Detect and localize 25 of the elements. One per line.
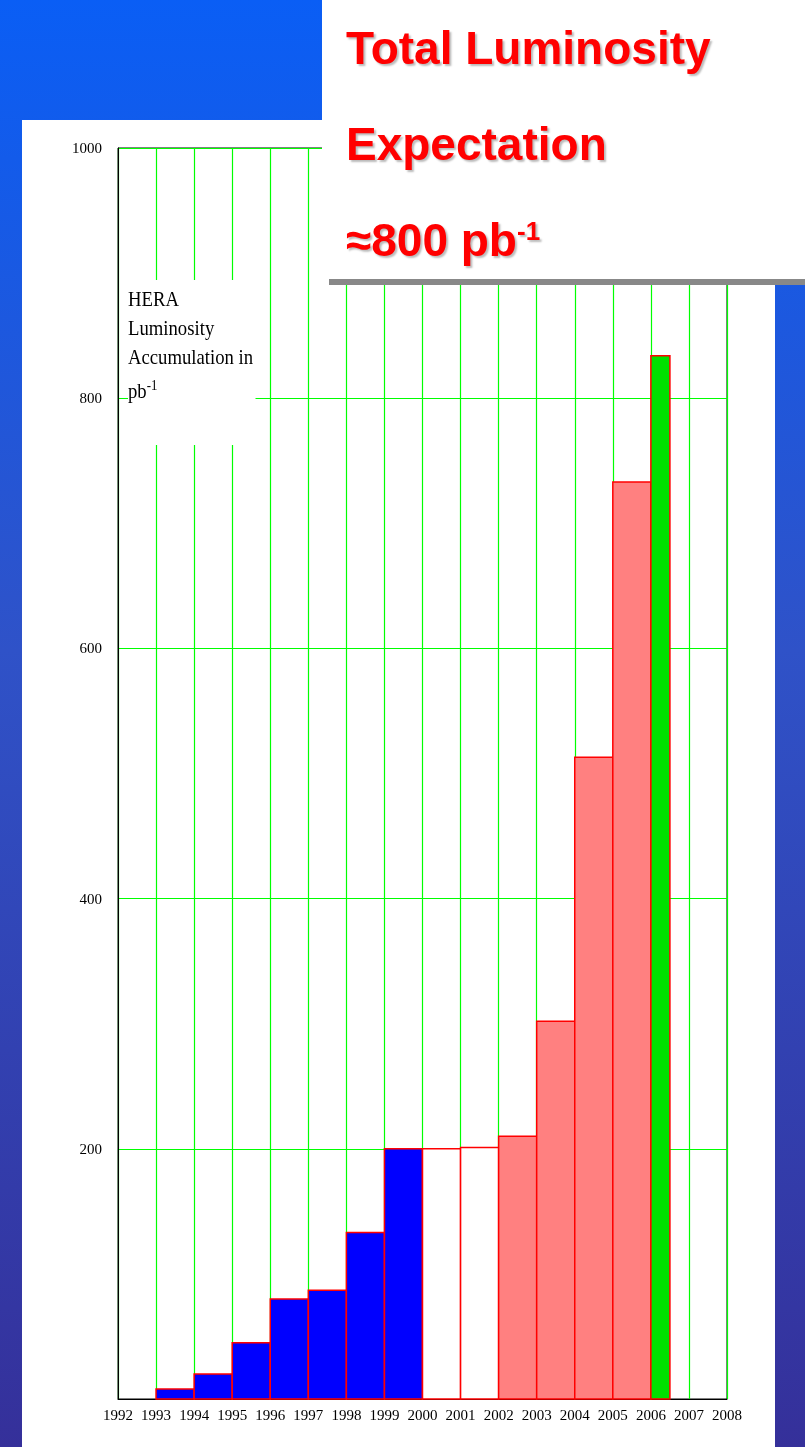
y-tick-label: 600: [79, 640, 102, 657]
y-tick-label: 800: [79, 390, 102, 407]
chart-title: Total Luminosity Expectation: [346, 21, 712, 172]
text: ≈800 pb$^{-1}$: [346, 213, 542, 268]
x-tick-label: 2008: [712, 1406, 742, 1423]
y-tick-label: 1000: [72, 140, 102, 156]
x-tick-label: 2000: [407, 1406, 438, 1423]
y-tick-label: 200: [79, 1140, 102, 1157]
x-tick-label: 1994: [179, 1406, 210, 1423]
x-tick-label: 1992: [103, 1406, 133, 1423]
x-tick-label: 1995: [217, 1406, 248, 1423]
x-tick-label: 2005: [597, 1406, 628, 1423]
x-tick-label: 2002: [483, 1406, 514, 1423]
x-tick-label: 1998: [331, 1406, 362, 1423]
x-tick-label: 1999: [369, 1406, 400, 1423]
x-tick-label: 2007: [673, 1406, 705, 1423]
annotation: HERA Luminosity Accumulation in pb$^{-1}$: [128, 280, 256, 446]
x-tick-label: 1993: [141, 1406, 172, 1423]
x-tick-label: 2004: [559, 1406, 591, 1423]
x-tick-label: 1996: [255, 1406, 286, 1423]
x-tick-label: 2001: [445, 1406, 476, 1423]
x-tick-label: 2006: [635, 1406, 667, 1423]
y-tick-label: 400: [79, 890, 102, 907]
x-tick-label: 2003: [521, 1406, 552, 1423]
x-tick-label: 1997: [293, 1406, 324, 1423]
